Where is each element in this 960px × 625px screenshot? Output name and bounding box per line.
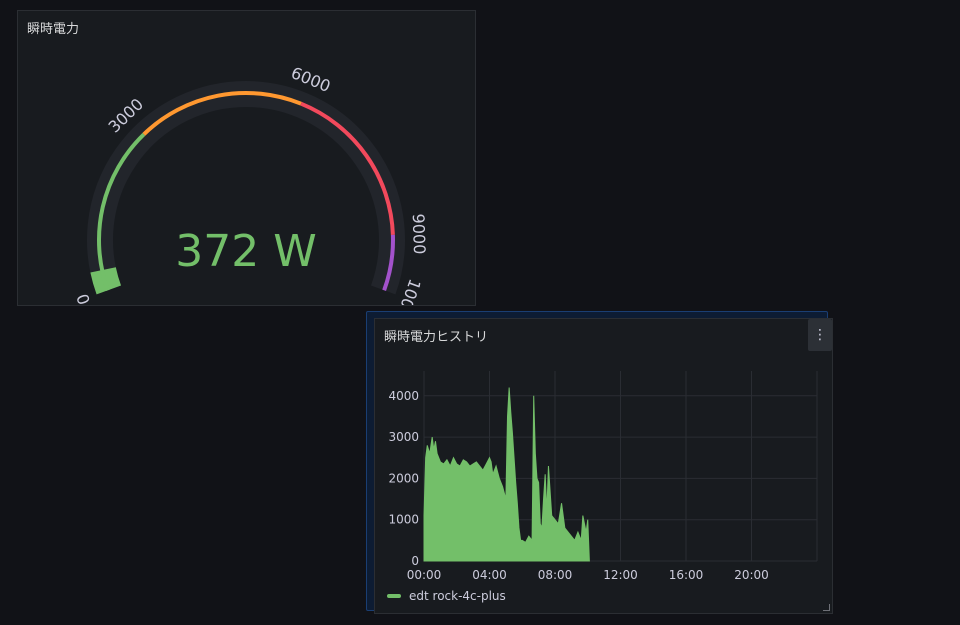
y-tick-label: 1000 — [388, 513, 419, 527]
x-tick-label: 04:00 — [472, 568, 507, 582]
x-tick-label: 08:00 — [538, 568, 573, 582]
x-tick-label: 12:00 — [603, 568, 638, 582]
gauge-threshold-band — [300, 101, 395, 235]
timeseries-panel-title: 瞬時電力ヒストリ — [384, 330, 489, 345]
legend[interactable]: edt rock-4c-plus — [387, 589, 506, 603]
gauge-panel[interactable]: 瞬時電力 0 3000 6000 9000 100C 372 W — [17, 10, 476, 306]
gauge-threshold-band — [142, 91, 302, 136]
gauge-threshold-band — [382, 234, 395, 291]
x-tick-label: 16:00 — [669, 568, 704, 582]
timeseries-chart: 0 1000 2000 3000 4000 00:00 04:00 08:00 12:00 16… — [388, 371, 818, 582]
legend-color-swatch — [387, 594, 401, 598]
resize-handle[interactable] — [823, 604, 830, 611]
y-tick-label: 0 — [411, 554, 419, 568]
series-area — [423, 387, 590, 562]
x-tick-label: 00:00 — [407, 568, 442, 582]
gauge-tick-label: 9000 — [409, 213, 429, 254]
legend-label: edt rock-4c-plus — [409, 589, 506, 603]
timeseries-panel[interactable]: 瞬時電力ヒストリ ⋮ 0 1000 2000 3000 4000 00:00 04:00 0… — [374, 318, 833, 614]
y-tick-label: 3000 — [388, 430, 419, 444]
gauge-threshold-band — [97, 132, 146, 291]
gauge-tick-label: 0 — [73, 291, 94, 305]
panel-menu-button[interactable]: ⋮ — [808, 319, 832, 351]
kebab-menu-icon: ⋮ — [813, 327, 827, 343]
gauge-panel-title: 瞬時電力 — [27, 22, 80, 37]
gauge-value: 372 W — [175, 226, 316, 277]
y-tick-label: 2000 — [388, 471, 419, 485]
y-tick-label: 4000 — [388, 389, 419, 403]
x-tick-label: 20:00 — [734, 568, 769, 582]
